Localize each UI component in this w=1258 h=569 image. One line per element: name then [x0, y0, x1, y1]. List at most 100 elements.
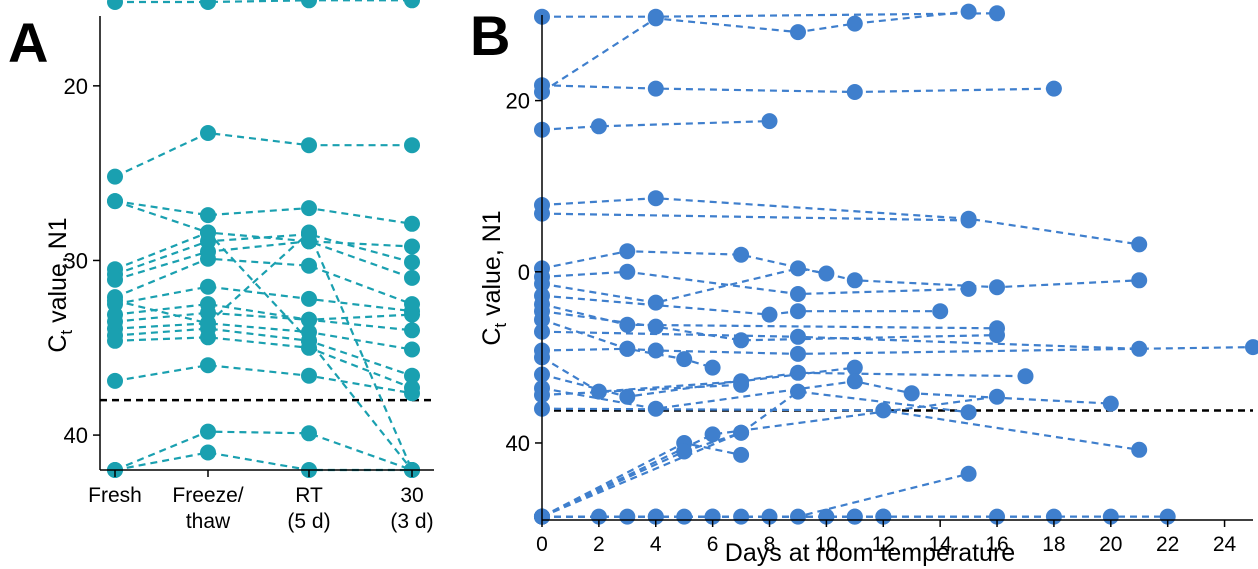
panel-a-data-point — [301, 200, 317, 217]
panel-b-series-line — [542, 472, 969, 518]
panel-b-x-tick-label: 18 — [1042, 533, 1065, 556]
panel-a-data-point — [301, 224, 317, 241]
panel-b-x-tick-label: 24 — [1213, 533, 1237, 556]
panel-b-data-point — [818, 265, 835, 282]
panel-a-axes: 20 30 40 Fresh Freeze/thaw RT (5 d) 30 (3 d) — [64, 16, 434, 533]
panel-b-y-label-rest: value, N1 — [478, 210, 506, 323]
panel-b-data-point — [676, 508, 693, 525]
panel-a-series-line — [114, 230, 414, 471]
panel-b-data-point — [647, 342, 664, 359]
panel-b-data-point — [761, 113, 778, 130]
panel-b-data-point — [647, 190, 664, 207]
panel-b-data-point — [960, 404, 977, 421]
panel-a-data-point — [107, 193, 123, 210]
panel-b-data-point — [790, 508, 806, 525]
panel-a-data-point — [301, 290, 317, 307]
panel-b-y-label-main: C — [478, 328, 506, 346]
panel-b-data-point — [1045, 80, 1062, 97]
panel-b-data-point — [1131, 272, 1148, 289]
panel-b-data-point — [590, 118, 607, 135]
panel-b-data-point — [790, 24, 806, 41]
panel-a-series-line — [114, 322, 413, 351]
panel-b-data-point — [619, 243, 636, 260]
panel-a-data-point — [404, 367, 420, 384]
panel-b-data-point — [790, 328, 806, 345]
panel-a-series-lines — [114, 0, 414, 472]
panel-b-data-point — [790, 286, 806, 302]
panel-b-data-point — [846, 15, 863, 32]
panel-a-data-point — [200, 224, 216, 241]
panel-a-data-point — [107, 0, 123, 10]
panel-b-data-point — [733, 246, 750, 263]
panel-b-series-line — [541, 10, 969, 93]
panel-a-data-point — [404, 254, 420, 271]
panel-b-x-axis-label: Days at room temperature — [725, 539, 1015, 567]
panel-b-data-point — [733, 508, 750, 525]
panel-b-data-point — [619, 316, 636, 333]
panel-b-data-point — [960, 280, 977, 297]
panel-a-data-point — [200, 0, 216, 10]
panel-b-data-point — [619, 508, 636, 525]
panel-a-series-line — [114, 200, 413, 225]
panel-a-y-label-sub: t — [57, 330, 76, 335]
panel-b-points — [534, 3, 1258, 525]
panel-b-series-line — [541, 310, 998, 342]
panel-b-data-point — [989, 279, 1005, 296]
panel-a-data-point — [107, 168, 123, 185]
panel-a-y-label-rest: value, N1 — [44, 217, 72, 330]
panel-a-x-tick-label: 30 — [400, 484, 423, 507]
panel-b-data-point — [790, 260, 806, 277]
panel-b-data-point — [1017, 368, 1034, 385]
panel-b-data-point — [932, 303, 949, 320]
panel-a-y-axis-label: Ct value, N1 — [44, 217, 76, 352]
panel-a-data-point — [404, 322, 420, 339]
panel-a-data-point — [301, 257, 317, 274]
panel-b-y-tick-label: 0 — [518, 260, 530, 285]
panel-a-data-point — [107, 292, 123, 309]
panel-a-series-line — [114, 336, 413, 389]
panel-a-x-tick-label-line2: (5 d) — [287, 510, 330, 533]
panel-b-data-point — [790, 383, 806, 400]
panel-b-series-line — [541, 120, 770, 131]
panel-b-data-point — [960, 465, 977, 482]
panel-a-data-point — [200, 278, 216, 295]
panel-a-data-point — [107, 271, 123, 288]
panel-a-x-tick-label: RT — [295, 484, 323, 507]
panel-a-data-point — [107, 372, 123, 389]
panel-a-series-line — [114, 311, 413, 332]
panel-b-data-point — [733, 446, 750, 463]
panel-b-data-point — [619, 340, 636, 357]
panel-a: A 20 30 40 Fresh Freeze/thaw RT (5 d) 30 (3 d) C… — [8, 0, 434, 533]
panel-b-series-line — [541, 270, 969, 296]
panel-b-data-point — [790, 303, 806, 320]
panel-a-series-line — [114, 285, 413, 313]
panel-b-series-line — [541, 294, 941, 316]
panel-b-data-point — [790, 345, 806, 362]
panel-a-data-point — [200, 207, 216, 224]
panel-b-x-tick-label: 8 — [764, 533, 776, 556]
panel-a-data-point — [301, 0, 317, 9]
panel-b-data-point — [846, 359, 863, 376]
panel-b-data-point — [647, 80, 664, 97]
panel-a-data-point — [404, 269, 420, 286]
panel-a-data-point — [404, 0, 420, 9]
panel-b-series-line — [541, 84, 1054, 94]
panel-b-data-point — [875, 402, 892, 419]
panel-a-x-tick-label-line2: (3 d) — [390, 510, 433, 533]
panel-b-x-tick-label: 12 — [872, 533, 895, 556]
panel-b-x-tick-label: 10 — [815, 533, 838, 556]
panel-b-y-tick-label: 40 — [506, 431, 530, 456]
panel-a-data-point — [301, 137, 317, 154]
panel-a-data-point — [404, 385, 420, 402]
panel-b-data-point — [704, 359, 721, 376]
panel-a-data-point — [404, 341, 420, 358]
panel-a-points — [107, 0, 420, 478]
panel-a-series-line — [115, 0, 412, 4]
panel-a-data-point — [200, 329, 216, 346]
panel-b-x-tick-label: 22 — [1156, 533, 1179, 556]
panel-a-series-line — [114, 233, 413, 276]
panel-b-data-point — [846, 272, 863, 289]
panel-b-series-line — [541, 383, 742, 397]
panel-b-data-point — [903, 385, 920, 402]
